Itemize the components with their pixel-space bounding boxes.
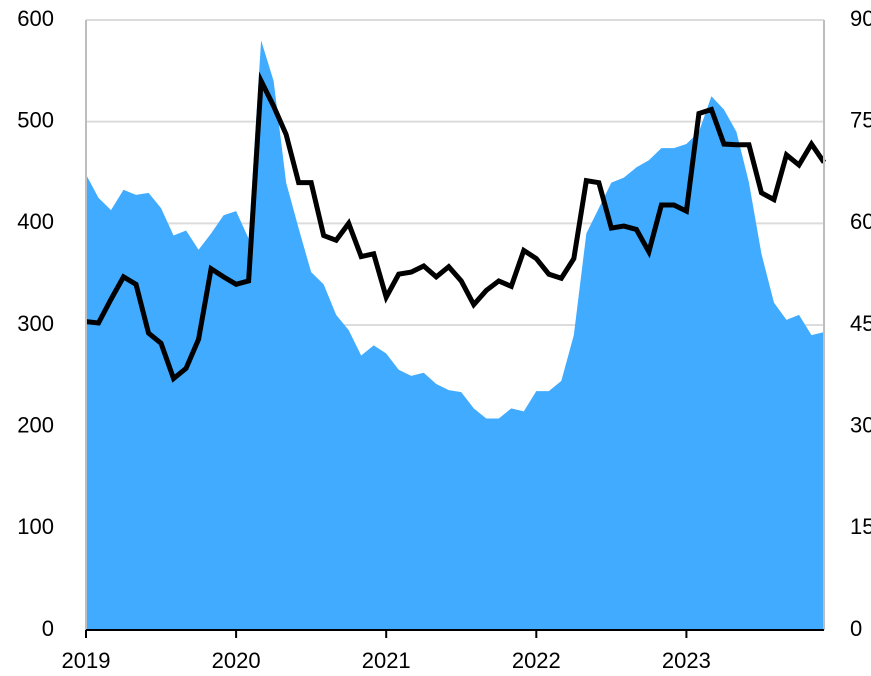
y-tick-label: 600 xyxy=(17,6,54,31)
y2-tick-label: 600 xyxy=(850,209,871,234)
x-tick-label: 2020 xyxy=(212,648,261,673)
line xyxy=(85,71,827,383)
area xyxy=(86,40,824,631)
y2-tick-label: 450 xyxy=(850,311,871,336)
y2-tick-label: 150 xyxy=(850,514,871,539)
y-tick-label: 100 xyxy=(17,514,54,539)
y-tick-label: 0 xyxy=(42,616,54,641)
x-tick-label: 2019 xyxy=(62,648,111,673)
y-tick-label: 300 xyxy=(17,311,54,336)
x-tick-label: 2023 xyxy=(662,648,711,673)
x-tick-label: 2022 xyxy=(512,648,561,673)
y2-tick-label: 300 xyxy=(850,412,871,437)
y-tick-label: 200 xyxy=(17,412,54,437)
y-tick-label: 500 xyxy=(17,107,54,132)
y2-tick-label: 750 xyxy=(850,107,871,132)
y2-tick-label: 900 xyxy=(850,6,871,31)
y-tick-label: 400 xyxy=(17,209,54,234)
x-tick-label: 2021 xyxy=(362,648,411,673)
y2-tick-label: 0 xyxy=(850,616,862,641)
